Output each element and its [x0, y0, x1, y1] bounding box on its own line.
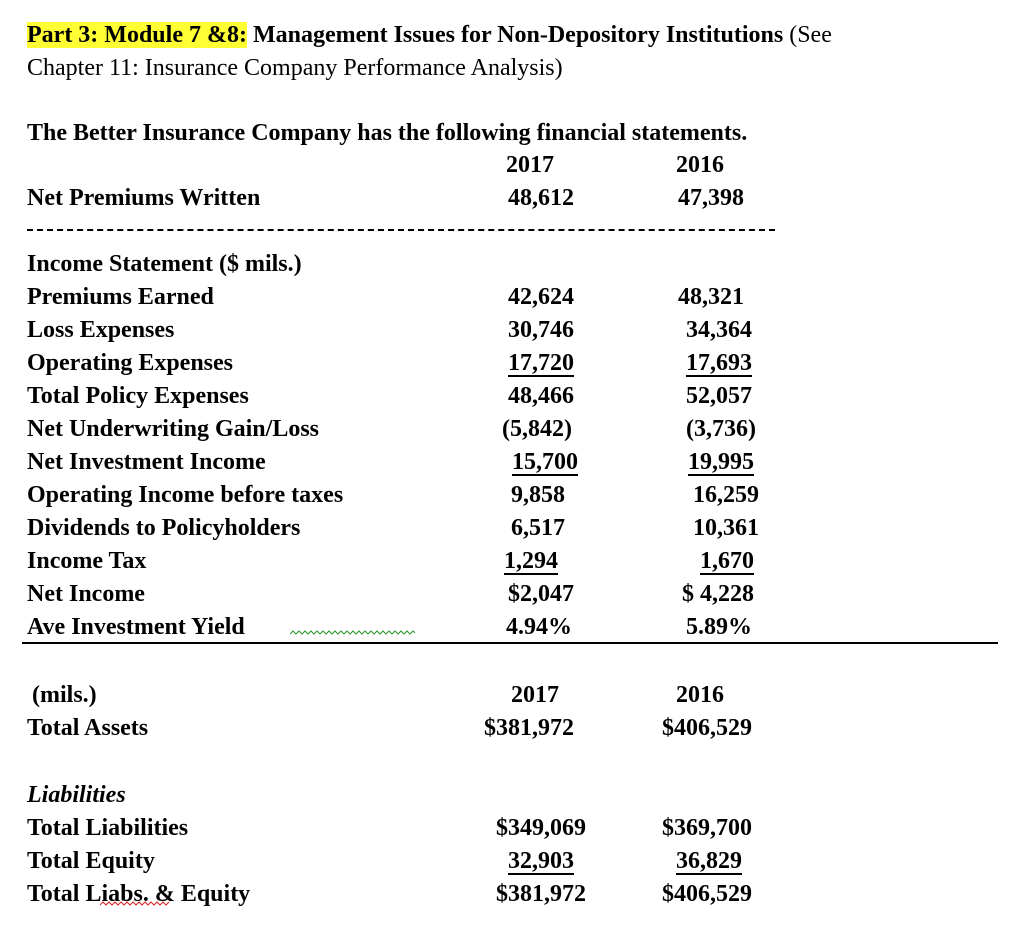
income-statement-row: Loss Expenses 30,746 34,364	[0, 315, 1024, 345]
value-2016: 1,670	[700, 548, 754, 575]
net-premiums-row: Net Premiums Written 48,612 47,398	[0, 183, 1024, 213]
title-line-2: Chapter 11: Insurance Company Performanc…	[27, 55, 563, 81]
income-statement-row: Operating Expenses 17,720 17,693	[0, 348, 1024, 378]
value-2017: $381,972	[496, 881, 586, 907]
value-2016: 48,321	[678, 284, 744, 310]
value-2016: 19,995	[688, 449, 754, 476]
spelling-squiggle	[100, 901, 170, 906]
row-label: Net Underwriting Gain/Loss	[27, 416, 320, 442]
value-2017: 4.94%	[506, 614, 572, 640]
document-title: Part 3: Module 7 &8: Management Issues f…	[27, 21, 832, 49]
row-label: Net Investment Income	[27, 449, 266, 475]
value-2017: 1,294	[504, 548, 558, 575]
value-2016: 34,364	[686, 317, 752, 343]
value-2017: 48,466	[508, 383, 574, 409]
year-2017: 2017	[506, 152, 554, 178]
total-assets-row: Total Assets $381,972 $406,529	[0, 713, 1024, 743]
unit-label: (mils.)	[32, 682, 97, 708]
title-bold: Management Issues for Non-Depository Ins…	[246, 22, 784, 48]
year-2016: 2016	[676, 682, 724, 708]
income-statement-row: Total Policy Expenses 48,466 52,057	[0, 381, 1024, 411]
row-label: Ave Investment Yield	[27, 614, 245, 640]
balance-year-row: (mils.) 2017 2016	[0, 680, 1024, 710]
row-label: Total Assets	[27, 715, 149, 741]
row-label: Premiums Earned	[27, 284, 214, 310]
income-statement-row: Premiums Earned 42,624 48,321	[0, 282, 1024, 312]
value-2016: 36,829	[676, 848, 742, 875]
title-highlight: Part 3: Module 7 &8:	[27, 22, 247, 48]
income-statement-heading-row: Income Statement ($ mils.)	[0, 249, 1024, 279]
section-divider	[22, 642, 998, 644]
row-label: Total Equity	[27, 848, 155, 874]
row-label: Income Tax	[27, 548, 147, 574]
grammar-squiggle	[290, 630, 415, 635]
value-2017: $381,972	[484, 715, 574, 741]
balance-sheet-row: Total Liabilities $349,069 $369,700	[0, 813, 1024, 843]
value-2016: $406,529	[662, 881, 752, 907]
title-tail: (See	[783, 22, 832, 48]
row-label: Loss Expenses	[27, 317, 175, 343]
income-statement-row: Net Investment Income 15,700 19,995	[0, 447, 1024, 477]
intro-text: The Better Insurance Company has the fol…	[27, 120, 748, 146]
value-2017: (5,842)	[502, 416, 572, 442]
dashed-divider	[27, 229, 775, 231]
income-statement-row: Ave Investment Yield 4.94% 5.89%	[0, 612, 1024, 642]
row-label: Dividends to Policyholders	[27, 515, 301, 541]
row-label: Net Premiums Written	[27, 185, 261, 211]
row-label: Total Liabilities	[27, 815, 189, 841]
value-2016: 5.89%	[686, 614, 752, 640]
income-statement-row: Net Income $2,047 $ 4,228	[0, 579, 1024, 609]
income-statement-row: Dividends to Policyholders 6,517 10,361	[0, 513, 1024, 543]
value-2016: 10,361	[693, 515, 759, 541]
value-2017: 15,700	[512, 449, 578, 476]
row-label: Total Policy Expenses	[27, 383, 249, 409]
row-label: Operating Income before taxes	[27, 482, 344, 508]
value-2017: 17,720	[508, 350, 574, 377]
year-header-row: 2017 2016	[0, 150, 1024, 180]
liabilities-heading-row: Liabilities	[0, 780, 1024, 810]
value-2017: $349,069	[496, 815, 586, 841]
value-2016: 17,693	[686, 350, 752, 377]
value-2016: 16,259	[693, 482, 759, 508]
balance-sheet-row: Total Liabs. & Equity $381,972 $406,529	[0, 879, 1024, 909]
row-label: Net Income	[27, 581, 145, 607]
value-2017: $2,047	[508, 581, 574, 607]
value-2016: $ 4,228	[682, 581, 754, 607]
value-2016: $369,700	[662, 815, 752, 841]
row-label: Operating Expenses	[27, 350, 234, 376]
value-2017: 32,903	[508, 848, 574, 875]
balance-sheet-row: Total Equity 32,903 36,829	[0, 846, 1024, 876]
year-2016: 2016	[676, 152, 724, 178]
value-2017: 30,746	[508, 317, 574, 343]
value-2017: 6,517	[511, 515, 565, 541]
value-2016: 52,057	[686, 383, 752, 409]
year-2017: 2017	[511, 682, 559, 708]
income-statement-row: Income Tax 1,294 1,670	[0, 546, 1024, 576]
income-statement-heading: Income Statement ($ mils.)	[27, 251, 302, 277]
value-2017: 42,624	[508, 284, 574, 310]
value-2017: 48,612	[508, 185, 574, 211]
value-2016: 47,398	[678, 185, 744, 211]
income-statement-row: Operating Income before taxes 9,858 16,2…	[0, 480, 1024, 510]
value-2017: 9,858	[511, 482, 565, 508]
liabilities-heading: Liabilities	[27, 782, 126, 808]
income-statement-row: Net Underwriting Gain/Loss (5,842) (3,73…	[0, 414, 1024, 444]
value-2016: $406,529	[662, 715, 752, 741]
value-2016: (3,736)	[686, 416, 756, 442]
